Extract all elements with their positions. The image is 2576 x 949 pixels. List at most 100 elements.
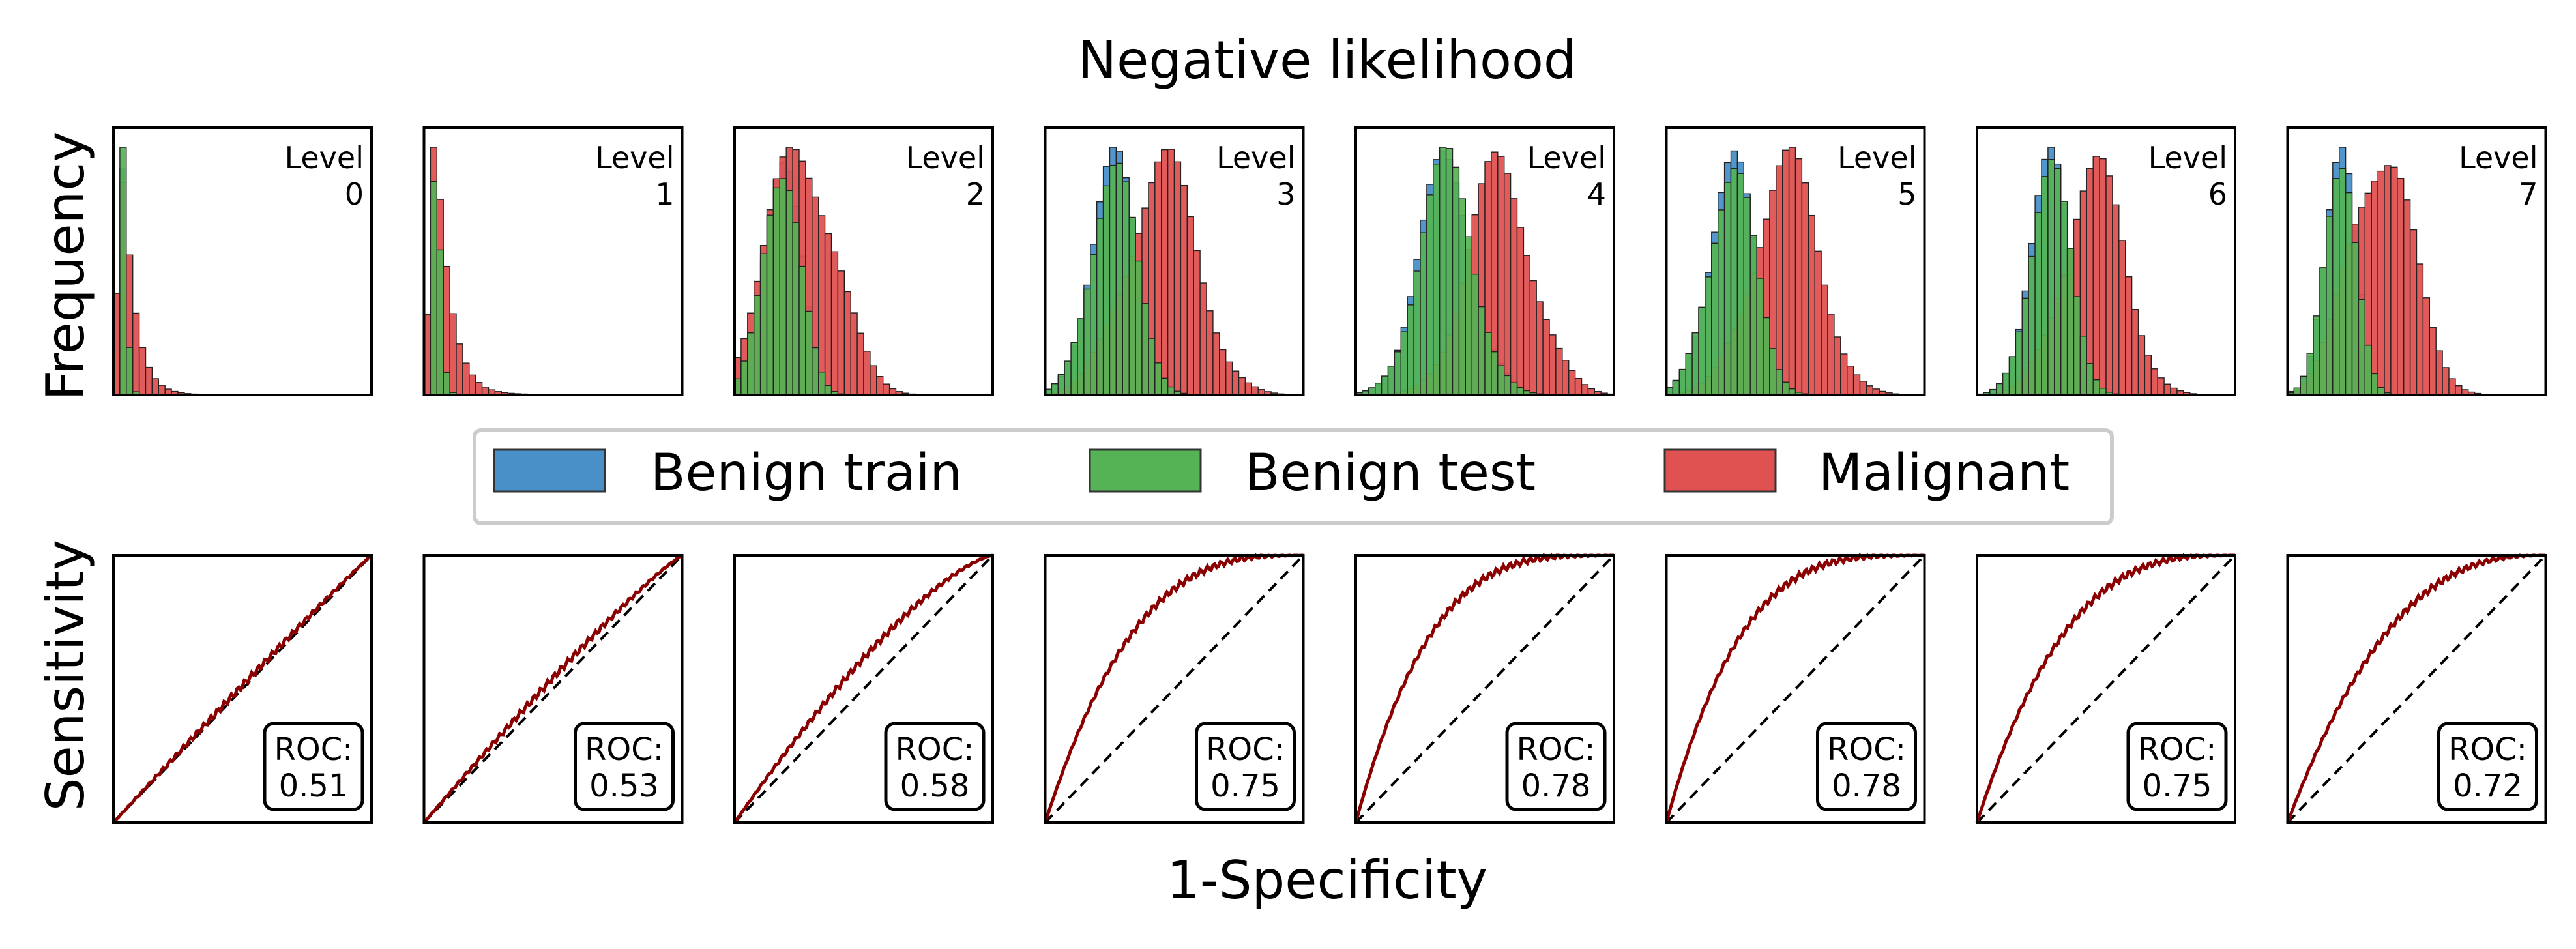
hist-bar-malignant <box>1199 282 1207 396</box>
hist-bar-benign-test <box>1420 232 1427 396</box>
hist-bar-benign-test <box>2054 168 2062 396</box>
hist-bar-benign-test <box>785 190 793 396</box>
hist-bar-malignant <box>2435 350 2443 396</box>
roc-word: ROC: <box>2138 731 2217 768</box>
hist-bar-malignant <box>2157 377 2165 396</box>
hist-bar-malignant <box>462 362 470 396</box>
hist-bar-benign-test <box>2079 336 2087 396</box>
level-value: 0 <box>345 177 364 212</box>
roc-value: 0.51 <box>279 768 349 804</box>
figure-title: Negative likelihood <box>1077 30 1576 91</box>
roc-word: ROC: <box>2448 731 2527 768</box>
level-value: 3 <box>1276 177 1295 212</box>
hist-bar-benign-test <box>1102 185 1111 396</box>
hist-bar-benign-test <box>1491 351 1499 396</box>
hist-bar-benign-test <box>1057 374 1065 396</box>
hist-bar-benign-test <box>1135 260 1143 396</box>
roc-frame <box>422 554 684 824</box>
hist-bar-malignant <box>1154 161 1162 396</box>
hist-bar-malignant <box>151 378 159 396</box>
roc-panel-level-3: ROC:0.75 <box>1044 553 1305 824</box>
hist-bar-benign-test <box>1781 381 1790 396</box>
hist-bar-malignant <box>1516 227 1525 396</box>
hist-bar-malignant <box>1193 250 1201 396</box>
hist-bar-malignant <box>876 376 884 396</box>
hist-bar-malignant <box>1523 255 1530 396</box>
roc-word: ROC: <box>274 731 353 768</box>
hist-bar-malignant <box>2397 177 2405 396</box>
histogram-frame <box>1044 126 1305 396</box>
hist-bar-benign-test <box>779 178 787 396</box>
roc-panel-level-1: ROC:0.53 <box>422 553 684 824</box>
hist-bar-malignant <box>1555 347 1563 396</box>
hist-bar-malignant <box>1859 381 1867 396</box>
legend-label-benign-train: Benign train <box>651 444 962 503</box>
hist-bar-benign-test <box>1478 306 1486 396</box>
level-value: 6 <box>2208 177 2227 212</box>
roc-value: 0.72 <box>2453 768 2523 804</box>
roc-curve <box>2286 553 2546 823</box>
roc-panel-level-4: ROC:0.78 <box>1354 552 1615 824</box>
roc-value: 0.78 <box>1832 768 1901 804</box>
hist-bar-benign-test <box>1394 351 1401 396</box>
hist-bar-malignant <box>830 251 839 396</box>
hist-bar-benign-test <box>1077 318 1085 396</box>
hist-bar-benign-test <box>1128 216 1136 396</box>
hist-bar-benign-test <box>747 332 755 396</box>
roc-value: 0.78 <box>1521 768 1591 804</box>
hist-bar-malignant <box>1827 314 1835 396</box>
hist-bar-malignant <box>2416 263 2424 396</box>
roc-xlabel: 1-Specificity <box>1167 850 1487 911</box>
hist-bar-benign-test <box>824 385 832 396</box>
roc-diagonal <box>1665 554 1925 824</box>
hist-bar-benign-test <box>1497 365 1505 396</box>
hist-bar-malignant <box>2144 355 2152 396</box>
hist-bar-benign-test <box>2041 176 2049 396</box>
roc-diagonal <box>112 554 373 824</box>
hist-bar-benign-test <box>1769 348 1777 396</box>
hist-bar-malignant <box>2422 297 2430 396</box>
hist-bar-malignant <box>1173 161 1182 396</box>
hist-bar-malignant <box>2131 308 2139 396</box>
roc-diagonal <box>733 554 994 824</box>
hist-bar-benign-test <box>1503 375 1512 396</box>
hist-bar-benign-test <box>2332 178 2340 396</box>
hist-bar-malignant <box>1568 370 1576 396</box>
hist-bar-benign-test <box>2002 372 2010 396</box>
level-word: Level <box>906 140 985 175</box>
hist-bar-malignant <box>2137 335 2146 396</box>
hist-bar-malignant <box>1781 149 1790 396</box>
level-value: 2 <box>966 177 985 212</box>
hist-bar-benign-test <box>2351 242 2360 396</box>
hist-bar-benign-test <box>1672 379 1680 396</box>
hist-bar-malignant <box>1866 385 1873 396</box>
hist-bar-benign-test <box>1691 332 1699 396</box>
histogram-frame <box>1354 126 1615 396</box>
roc-curve <box>1975 553 2235 823</box>
histogram-row: Level0Level1Level2Level3Level4Level5Leve… <box>112 126 2547 396</box>
level-word: Level <box>1527 140 1606 175</box>
hist-bar-malignant <box>1231 370 1240 396</box>
hist-bar-benign-test <box>1439 147 1447 396</box>
hist-bar-malignant <box>1219 349 1227 396</box>
roc-panel-level-5: ROC:0.78 <box>1665 553 1926 824</box>
hist-bar-malignant <box>2163 383 2171 396</box>
level-value: 7 <box>2519 177 2538 212</box>
hist-bar-benign-test <box>2326 216 2334 396</box>
hist-bar-benign-test <box>1736 173 1744 396</box>
hist-bar-benign-test <box>1148 338 1156 396</box>
hist-bar-benign-test <box>1070 342 1078 396</box>
hist-bar-malignant <box>1160 149 1169 396</box>
hist-bar-benign-test <box>1756 278 1764 396</box>
hist-bar-malignant <box>145 366 153 396</box>
roc-panel-level-2: ROC:0.58 <box>733 553 994 824</box>
histogram-ylabel: Frequency <box>35 131 96 400</box>
hist-bar-benign-test <box>1160 377 1169 396</box>
roc-word: ROC: <box>1517 731 1596 768</box>
hist-bar-malignant <box>2384 165 2392 396</box>
hist-bar-benign-test <box>430 181 438 396</box>
hist-bar-benign-test <box>2319 267 2327 396</box>
